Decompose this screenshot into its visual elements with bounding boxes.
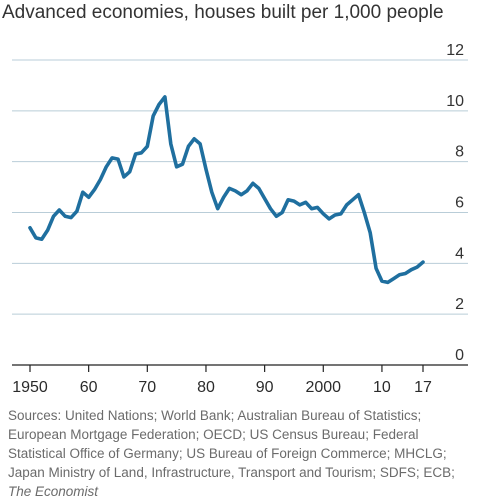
line-chart: 0 2 4 6 8 10 12 1950 60 70 80 90 2000 10 17 <box>12 42 468 396</box>
series-lines <box>28 95 425 285</box>
x-tick-label: 90 <box>256 379 274 396</box>
x-tick-label: 2000 <box>305 379 341 396</box>
y-tick-label: 0 <box>455 347 464 364</box>
x-tick-label: 80 <box>197 379 215 396</box>
source-emphasis: The Economist <box>8 484 99 499</box>
chart-title: Advanced economies, houses built per 1,0… <box>2 2 444 23</box>
y-tick-label: 4 <box>455 245 464 262</box>
y-tick-label: 6 <box>455 195 464 212</box>
y-tick-label: 10 <box>446 93 464 110</box>
x-tick-label: 17 <box>414 379 432 396</box>
x-tick-label: 70 <box>138 379 156 396</box>
x-axis: 1950 60 70 80 90 2000 10 17 <box>12 364 468 396</box>
x-tick-label: 60 <box>80 379 98 396</box>
source-note: Sources: United Nations; World Bank; Aus… <box>8 406 474 500</box>
series-line <box>28 95 425 285</box>
y-tick-label: 2 <box>455 296 464 313</box>
gridlines <box>12 59 468 315</box>
x-tick-label: 10 <box>373 379 391 396</box>
source-text: Sources: United Nations; World Bank; Aus… <box>8 408 455 480</box>
x-tick-label: 1950 <box>12 379 48 396</box>
y-tick-label: 8 <box>455 144 464 161</box>
y-tick-label: 12 <box>446 42 464 59</box>
y-axis-tick-labels: 0 2 4 6 8 10 12 <box>446 42 464 364</box>
